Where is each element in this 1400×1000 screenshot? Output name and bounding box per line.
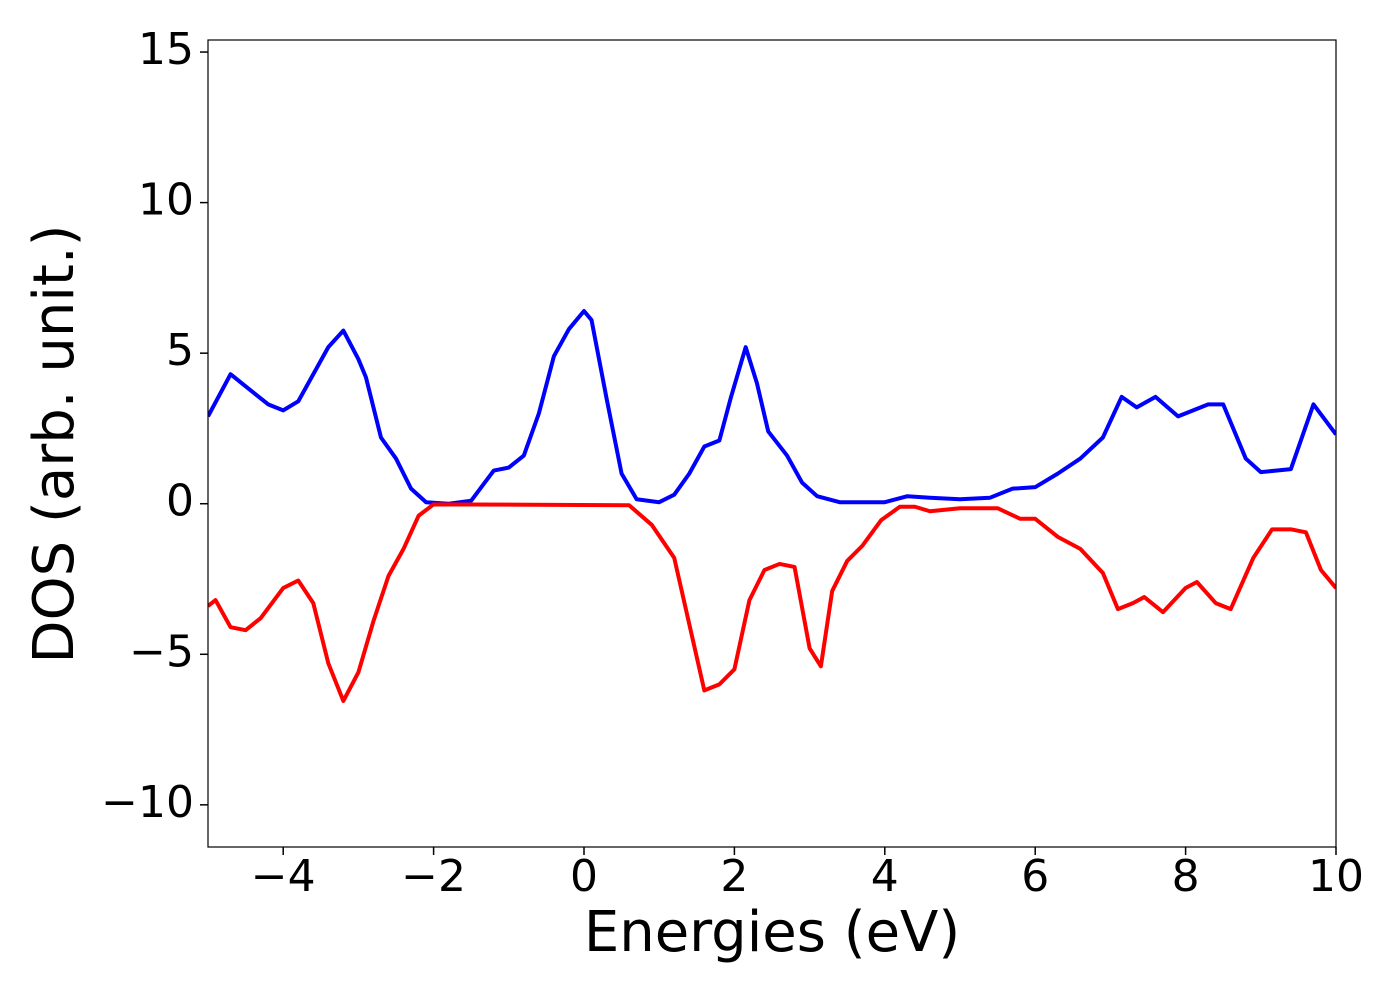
x-tick-label: 8 xyxy=(1172,851,1200,902)
y-axis-label: DOS (arb. unit.) xyxy=(22,224,87,663)
y-tick-label: 15 xyxy=(138,24,194,75)
y-tick-label: −10 xyxy=(101,777,194,828)
y-tick-label: 5 xyxy=(166,325,194,376)
x-tick-label: 0 xyxy=(570,851,598,902)
plot-frame xyxy=(207,39,1337,848)
x-tick-label: −4 xyxy=(251,851,316,902)
y-tick-label: 0 xyxy=(166,476,194,527)
y-tick-label: −5 xyxy=(129,626,194,677)
x-tick-label: 4 xyxy=(871,851,899,902)
x-tick-label: −2 xyxy=(401,851,466,902)
x-tick-label: 2 xyxy=(720,851,748,902)
x-axis-label: Energies (eV) xyxy=(584,900,960,965)
x-tick-label: 6 xyxy=(1021,851,1049,902)
y-tick-label: 10 xyxy=(138,175,194,226)
line-series xyxy=(208,309,1336,506)
x-tick-label: 10 xyxy=(1308,851,1364,902)
line-series xyxy=(208,502,1336,703)
